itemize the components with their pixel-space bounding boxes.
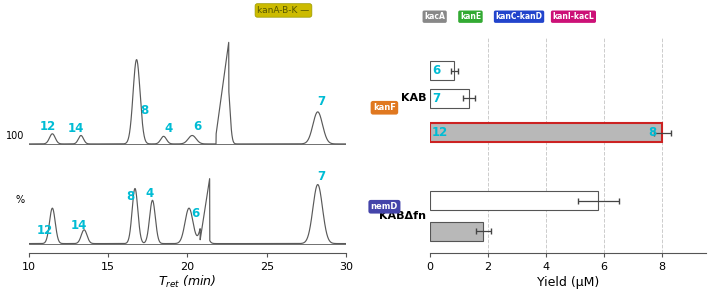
Text: 14: 14 [68, 122, 84, 135]
Text: 8: 8 [140, 104, 148, 117]
Text: kanF: kanF [373, 103, 396, 112]
Text: 6: 6 [191, 207, 200, 220]
Text: kanA-B-K —: kanA-B-K — [257, 6, 309, 15]
Text: 4: 4 [164, 122, 173, 135]
Text: nemD: nemD [371, 202, 398, 211]
Text: 12: 12 [36, 224, 53, 237]
Text: 14: 14 [71, 219, 88, 232]
Bar [429, 61, 454, 80]
Text: 100: 100 [6, 131, 24, 141]
Text: 7: 7 [432, 92, 440, 105]
Bar [429, 89, 468, 108]
Text: KAB: KAB [401, 93, 426, 103]
X-axis label: $T_{ret}$ (min): $T_{ret}$ (min) [158, 274, 217, 290]
Text: 6: 6 [193, 120, 201, 133]
Text: kacA: kacA [424, 12, 445, 21]
Text: 4: 4 [145, 187, 153, 200]
Text: kanC-kanD: kanC-kanD [496, 12, 543, 21]
Text: 8: 8 [126, 190, 134, 203]
Text: %: % [16, 195, 24, 205]
X-axis label: Yield (μM): Yield (μM) [537, 276, 599, 289]
Text: 12: 12 [39, 120, 56, 133]
Text: 12: 12 [432, 126, 448, 139]
Bar [429, 222, 483, 241]
Bar [429, 123, 662, 142]
Text: 7: 7 [317, 170, 325, 183]
Text: kanE: kanE [460, 12, 481, 21]
Text: KABΔfn: KABΔfn [379, 211, 426, 221]
Text: 8: 8 [649, 126, 657, 139]
Text: 7: 7 [317, 95, 325, 109]
Bar [429, 191, 598, 210]
Text: 6: 6 [432, 64, 440, 77]
Text: kanI-kacL: kanI-kacL [553, 12, 595, 21]
